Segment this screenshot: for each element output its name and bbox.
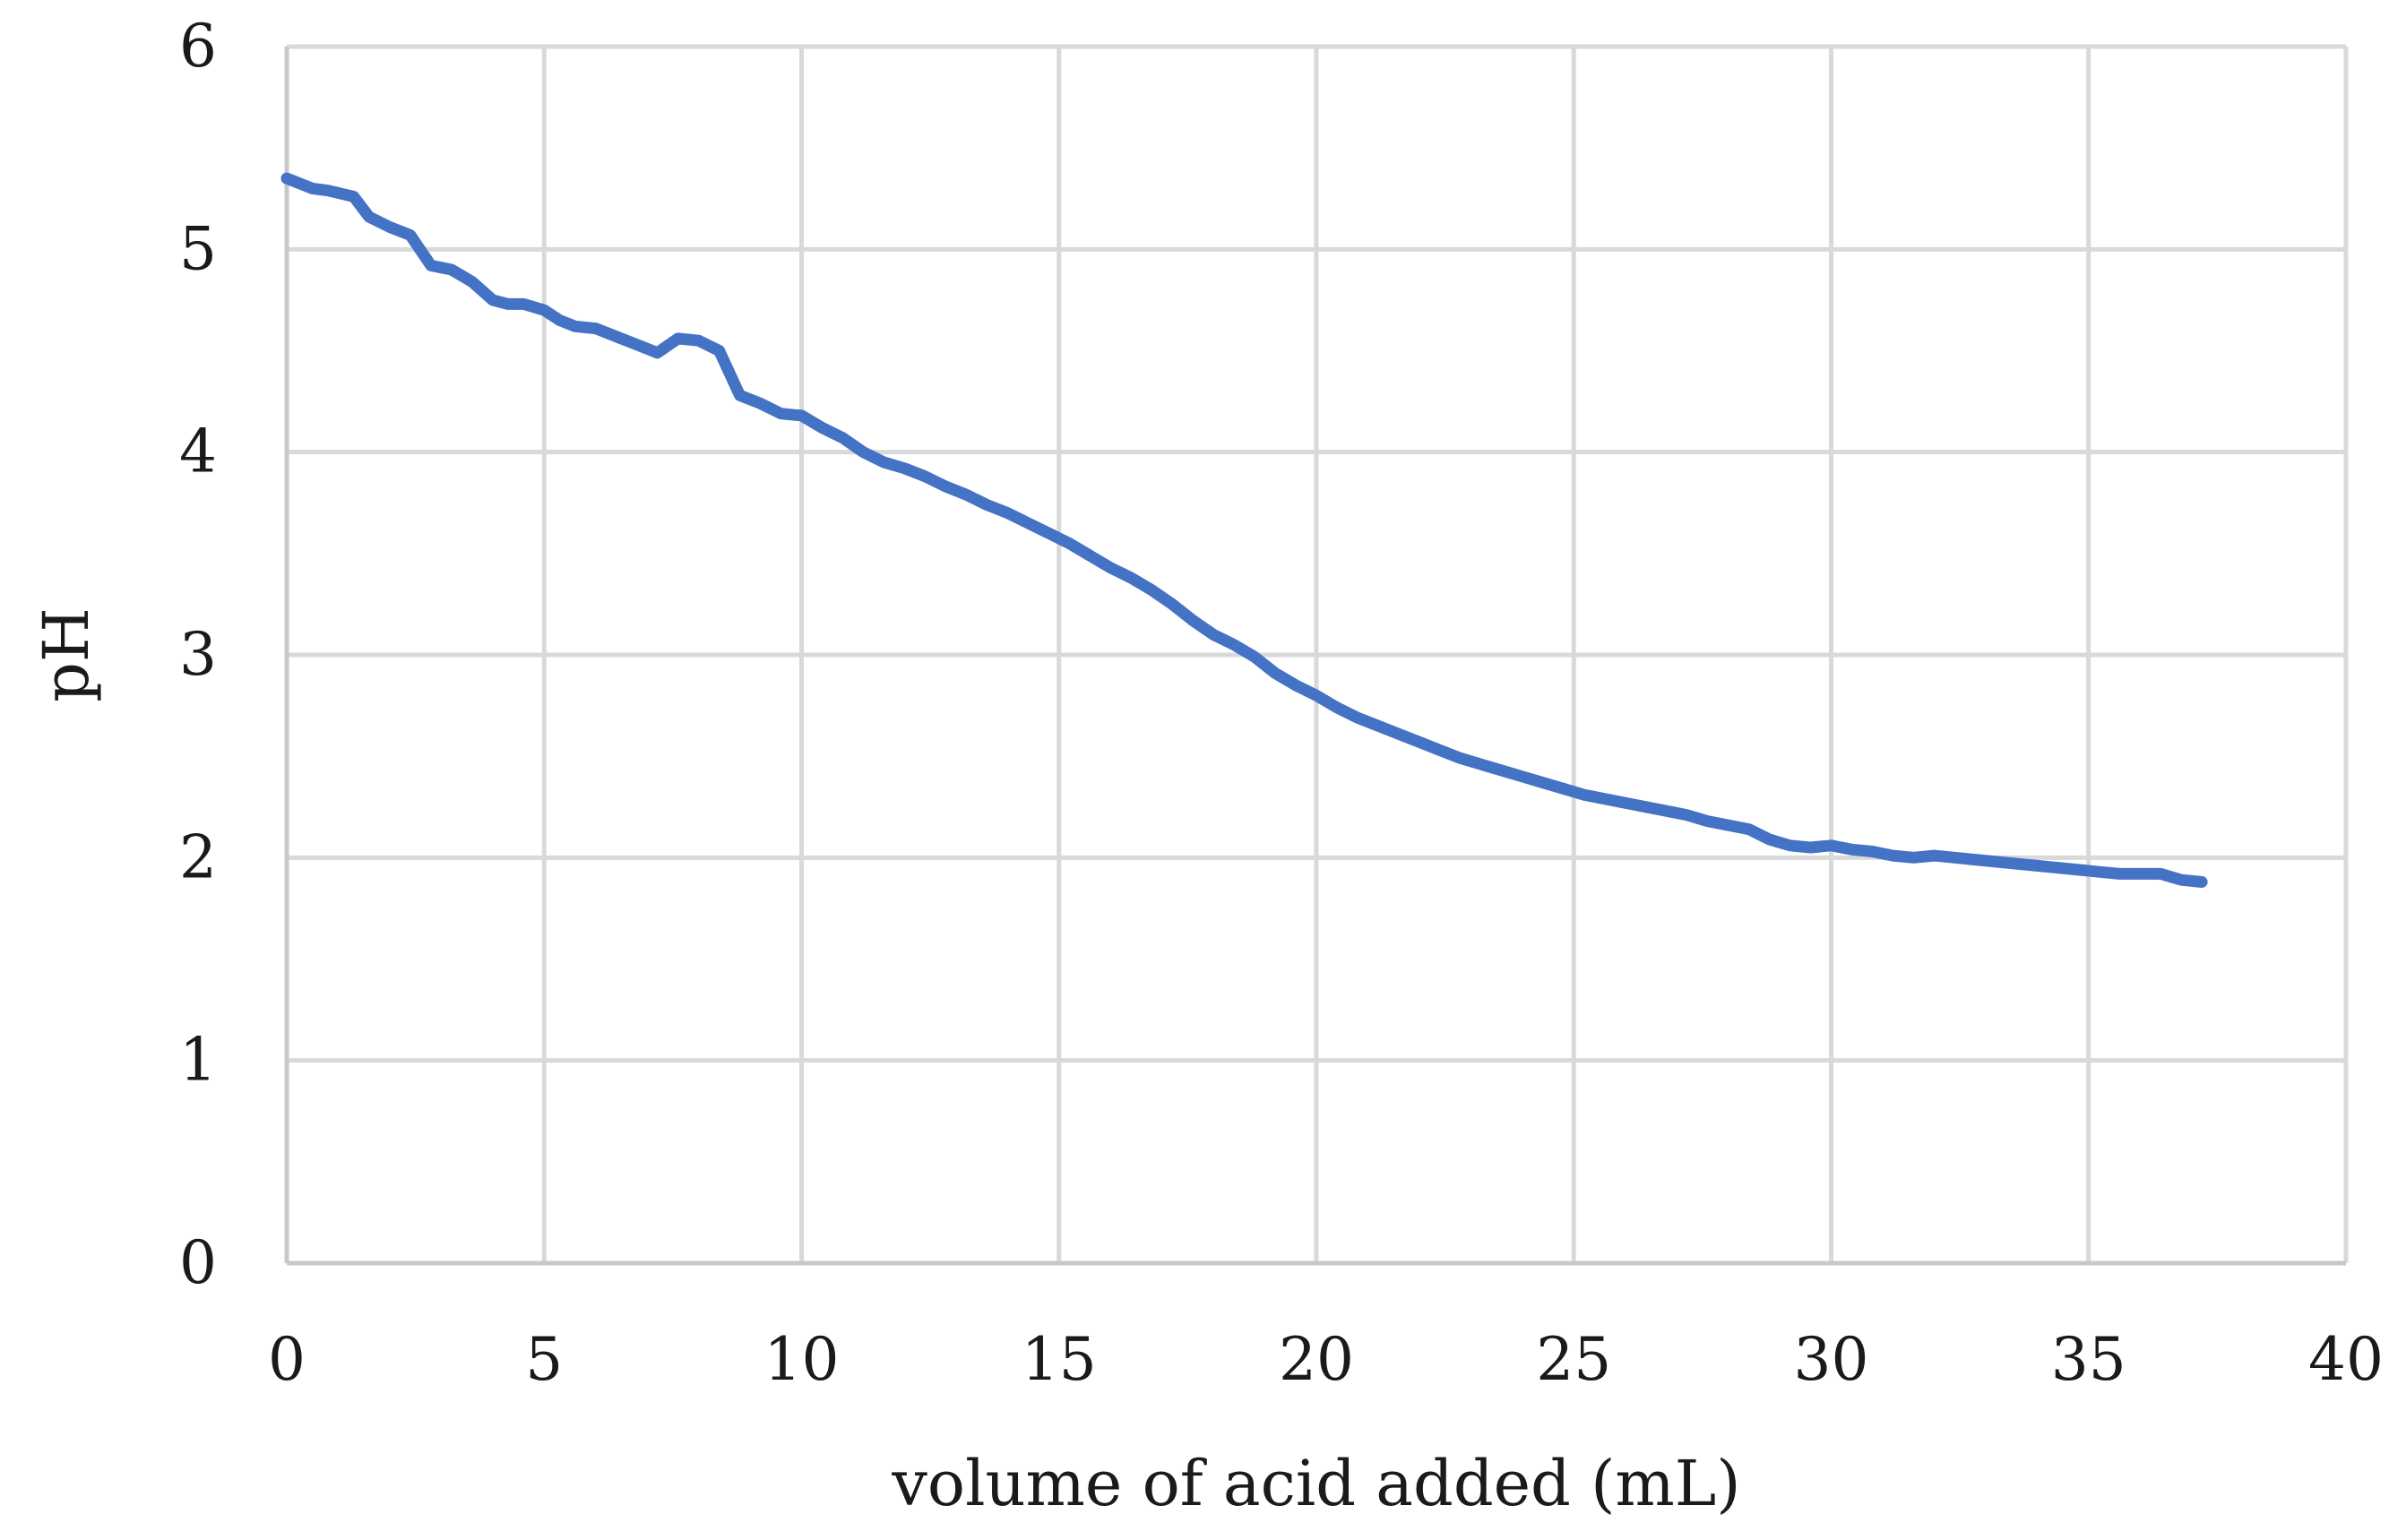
y-tick-label-6: 6 bbox=[179, 12, 217, 81]
x-tick-label-30: 30 bbox=[1794, 1325, 1869, 1394]
y-tick-label-3: 3 bbox=[179, 620, 217, 689]
x-tick-label-25: 25 bbox=[1536, 1325, 1611, 1394]
y-tick-label-4: 4 bbox=[179, 417, 217, 486]
y-tick-label-5: 5 bbox=[179, 214, 217, 283]
x-tick-label-15: 15 bbox=[1022, 1325, 1097, 1394]
x-axis-title: volume of acid added (mL) bbox=[891, 1447, 1740, 1520]
y-tick-label-2: 2 bbox=[179, 822, 217, 891]
y-tick-label-0: 0 bbox=[179, 1228, 217, 1297]
x-tick-label-10: 10 bbox=[764, 1325, 840, 1394]
y-tick-label-1: 1 bbox=[179, 1026, 217, 1095]
grid-lines bbox=[287, 44, 2349, 1263]
y-axis-title: pH bbox=[30, 607, 103, 702]
x-tick-label-20: 20 bbox=[1279, 1325, 1354, 1394]
tick-labels: 0 1 2 3 4 5 6 0 5 10 15 20 25 30 35 40 bbox=[179, 12, 2384, 1394]
x-tick-label-35: 35 bbox=[2051, 1325, 2126, 1394]
x-tick-label-0: 0 bbox=[268, 1325, 306, 1394]
x-tick-label-40: 40 bbox=[2308, 1325, 2384, 1394]
x-tick-label-5: 5 bbox=[525, 1325, 563, 1394]
axes bbox=[284, 47, 2346, 1266]
series-line-0 bbox=[280, 172, 2208, 888]
series-layer bbox=[280, 172, 2208, 888]
